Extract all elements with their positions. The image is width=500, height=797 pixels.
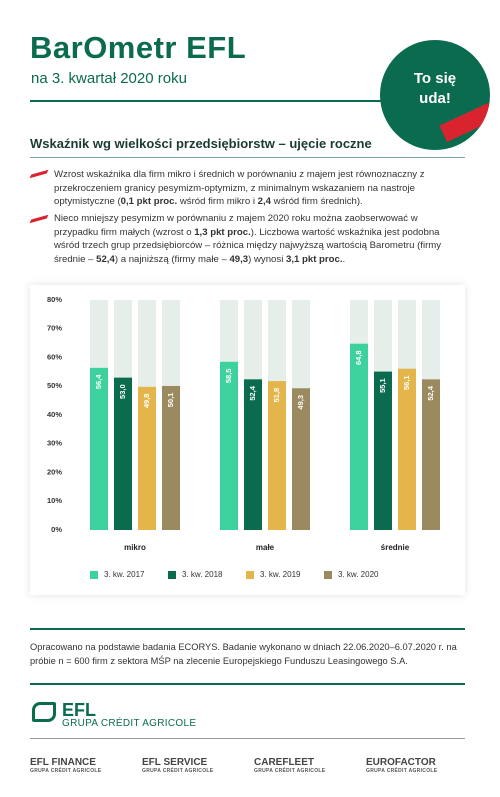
logo-mark: [32, 702, 56, 722]
value-label: 52,4: [426, 385, 435, 400]
brand-name: EFL SERVICE: [142, 757, 208, 768]
value-label: 52,4: [248, 385, 257, 400]
bar: [350, 343, 368, 530]
brand-group: GRUPA CRÉDIT AGRICOLE: [30, 768, 102, 774]
header-rule: [30, 100, 382, 102]
legend-swatch: [246, 571, 254, 579]
brand: EFL FINANCE GRUPA CRÉDIT AGRICOLE: [30, 757, 101, 774]
bullet-segment: wśród firm średnich).: [271, 196, 363, 207]
logo-group: GRUPA CRÉDIT AGRICOLE: [62, 718, 197, 729]
bullet-segment: 2,4: [257, 196, 271, 207]
y-tick-label: 10%: [47, 496, 62, 505]
bullet-segment: 3,1 pkt proc.: [286, 253, 343, 265]
bar: [292, 388, 310, 530]
bullet-segment: 52,4: [96, 253, 115, 265]
brand-group: GRUPA CRÉDIT AGRICOLE: [366, 768, 438, 774]
x-tick-label: średnie: [381, 543, 410, 552]
y-tick-label: 0%: [51, 525, 62, 534]
value-label: 49,8: [142, 394, 151, 409]
brand: EFL SERVICE GRUPA CRÉDIT AGRICOLE: [142, 757, 213, 774]
legend-swatch: [90, 571, 98, 579]
footer-note: Opracowano na podstawie badania ECORYS. …: [30, 642, 457, 666]
bullet-segment: Wzrost wskaźnika dla firm mikro i średni…: [54, 169, 425, 207]
legend-label: 3. kw. 2019: [260, 570, 301, 579]
bullet-segment: wśród firm mikro i: [177, 196, 258, 207]
bar: [268, 381, 286, 530]
y-tick-label: 40%: [47, 410, 62, 419]
value-label: 55,1: [378, 378, 387, 393]
brand-group: GRUPA CRÉDIT AGRICOLE: [254, 768, 326, 774]
y-tick-label: 70%: [47, 324, 62, 333]
bar: [220, 361, 238, 530]
bullet-segment: Nieco mniejszy pesymizm w porównaniu z m…: [54, 213, 418, 238]
title: BarOmetr EFL: [30, 30, 247, 65]
brand-name: EUROFACTOR: [366, 757, 436, 768]
legend-label: 3. kw. 2017: [104, 570, 145, 579]
bullet-segment: 0,1 pkt proc.: [120, 196, 178, 207]
footer-rule: [30, 628, 465, 630]
badge-text: To się: [413, 70, 457, 87]
legend-swatch: [168, 571, 176, 579]
bar: [114, 377, 132, 530]
value-label: 49,3: [296, 395, 305, 410]
y-tick-label: 50%: [47, 381, 62, 390]
badge-text: uda!: [419, 90, 451, 107]
bullet-mark: [29, 169, 49, 179]
bullet-segment: 49,3: [229, 253, 249, 265]
legend-label: 3. kw. 2020: [338, 570, 379, 579]
legend-label: 3. kw. 2018: [182, 570, 223, 579]
value-label: 58,5: [224, 369, 233, 384]
bar: [244, 379, 262, 530]
bullet-mark: [29, 214, 49, 224]
bar: [162, 385, 180, 530]
brand-group: GRUPA CRÉDIT AGRICOLE: [142, 768, 214, 774]
section-title: Wskaźnik wg wielkości przedsiębiorstw – …: [30, 136, 372, 151]
brand-rule: [30, 738, 465, 739]
chart: 0% 10% 20% 30% 40% 50% 60% 70% 80% mikro 56,4 53,0 4…: [47, 295, 440, 579]
bullet-segment: ). Liczbowa wartość wskaźnika jest podob…: [54, 226, 442, 265]
x-tick-label: małe: [256, 543, 275, 552]
value-label: 50,1: [166, 393, 175, 408]
bar: [374, 371, 392, 530]
badge: To się uda!: [380, 40, 490, 150]
bullet-segment: ) wynosi: [248, 253, 286, 265]
legend-swatch: [324, 571, 332, 579]
y-tick-label: 80%: [47, 295, 62, 304]
value-label: 51,8: [272, 388, 281, 403]
y-tick-label: 30%: [47, 439, 62, 448]
brand-name: CAREFLEET: [254, 757, 314, 768]
section-rule: [30, 157, 465, 158]
x-tick-label: mikro: [124, 543, 146, 552]
brand: CAREFLEET GRUPA CRÉDIT AGRICOLE: [254, 757, 325, 774]
logo-name: EFL: [62, 700, 96, 720]
bar: [90, 367, 108, 530]
bar: [422, 379, 440, 530]
y-tick-label: 60%: [47, 352, 62, 361]
bullet-text: Wzrost wskaźnika dla firm mikro i średni…: [54, 168, 459, 209]
value-label: 64,8: [354, 350, 363, 365]
value-label: 56,1: [402, 375, 411, 390]
bar: [398, 368, 416, 530]
subtitle: na 3. kwartał 2020 roku: [31, 70, 187, 87]
bullet-segment: ) a najniższą (firmy małe –: [114, 253, 230, 265]
bullet-segment: .: [342, 253, 346, 265]
value-label: 56,4: [94, 374, 103, 389]
footer-rule: [30, 683, 465, 685]
bullet-text: Nieco mniejszy pesymizm w porównaniu z m…: [54, 212, 459, 266]
y-tick-label: 20%: [47, 467, 62, 476]
bullet-segment: 1,3 pkt proc.: [194, 226, 251, 238]
chart-card: 0% 10% 20% 30% 40% 50% 60% 70% 80% mikro 56,4 53,0 4…: [30, 285, 465, 595]
bar: [138, 386, 156, 530]
value-label: 53,0: [118, 384, 127, 399]
brand: EUROFACTOR GRUPA CRÉDIT AGRICOLE: [366, 757, 437, 774]
brand-name: EFL FINANCE: [30, 757, 96, 768]
